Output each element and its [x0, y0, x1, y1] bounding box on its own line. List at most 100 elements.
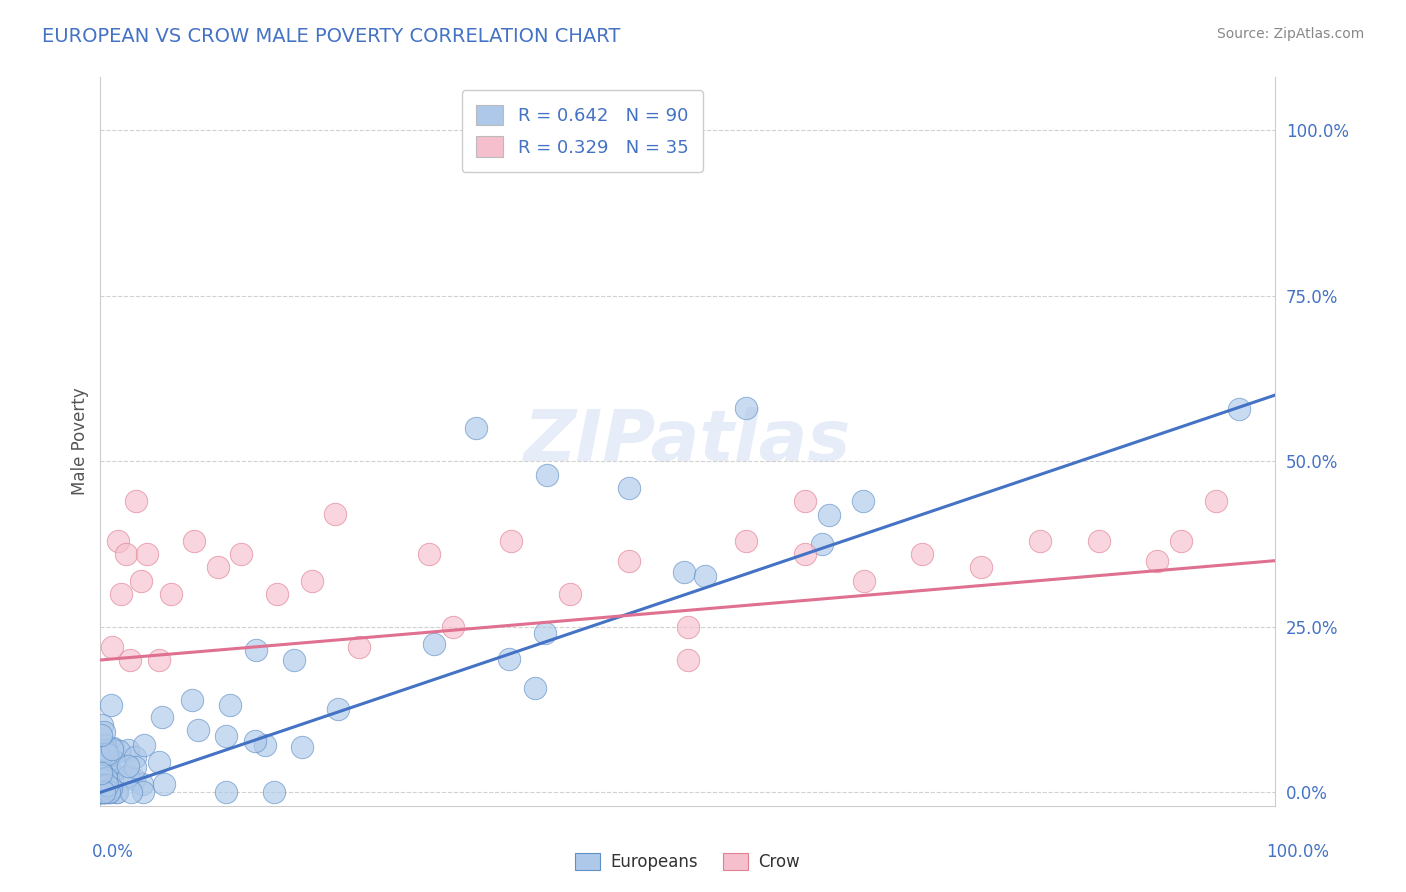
Point [94, 757, 117, 772]
Point [97, 785, 120, 799]
Point [131, 777, 153, 791]
Point [150, 710, 173, 724]
Point [852, 493, 875, 508]
Point [117, 769, 139, 783]
Point [852, 574, 875, 588]
Point [90, 785, 112, 799]
Point [735, 533, 758, 548]
Point [90, 785, 112, 799]
Point [97, 772, 120, 786]
Point [418, 547, 440, 561]
Text: 100.0%: 100.0% [1265, 843, 1329, 861]
Point [1087, 533, 1109, 548]
Point [105, 785, 128, 799]
Point [122, 772, 145, 786]
Point [794, 494, 817, 508]
Point [132, 785, 155, 799]
Point [94, 785, 117, 799]
Point [617, 554, 640, 568]
Point [501, 533, 523, 548]
Point [676, 653, 699, 667]
Point [94, 780, 117, 795]
Point [117, 759, 139, 773]
Point [735, 401, 758, 416]
Point [215, 785, 238, 799]
Point [148, 653, 170, 667]
Point [107, 533, 129, 548]
Point [93, 785, 115, 799]
Point [90, 718, 112, 732]
Point [693, 569, 716, 583]
Point [245, 643, 267, 657]
Point [818, 508, 841, 523]
Point [89, 785, 111, 799]
Point [124, 760, 146, 774]
Point [1170, 533, 1192, 548]
Point [107, 743, 129, 757]
Point [89, 756, 111, 770]
Point [90, 766, 112, 780]
Point [148, 755, 170, 769]
Point [131, 574, 153, 588]
Point [283, 653, 305, 667]
Text: ZIPatlas: ZIPatlas [524, 407, 851, 476]
Point [263, 785, 285, 799]
Point [441, 620, 464, 634]
Point [97, 785, 120, 799]
Point [672, 565, 695, 579]
Point [89, 785, 111, 799]
Point [91, 785, 114, 799]
Point [245, 734, 267, 748]
Point [100, 765, 122, 780]
Point [911, 547, 934, 561]
Point [94, 743, 117, 757]
Point [1205, 494, 1227, 508]
Point [254, 738, 277, 752]
Point [266, 587, 288, 601]
Point [104, 755, 127, 769]
Point [811, 537, 834, 551]
Point [110, 587, 132, 601]
Point [124, 750, 146, 764]
Point [91, 781, 114, 796]
Text: Source: ZipAtlas.com: Source: ZipAtlas.com [1216, 27, 1364, 41]
Text: 0.0%: 0.0% [91, 843, 134, 861]
Point [347, 640, 370, 654]
Point [218, 698, 240, 713]
Point [104, 785, 127, 799]
Point [98, 747, 121, 762]
Point [89, 785, 111, 799]
Point [115, 547, 138, 561]
Legend: R = 0.642   N = 90, R = 0.329   N = 35: R = 0.642 N = 90, R = 0.329 N = 35 [461, 90, 703, 171]
Point [326, 702, 349, 716]
Point [159, 587, 181, 601]
Point [118, 653, 141, 667]
Point [536, 467, 558, 482]
Point [90, 728, 112, 742]
Point [90, 771, 112, 785]
Point [89, 771, 111, 785]
Point [1029, 533, 1052, 548]
Point [558, 587, 581, 601]
Point [117, 743, 139, 757]
Point [152, 777, 174, 791]
Point [96, 778, 118, 792]
Point [94, 771, 117, 785]
Text: EUROPEAN VS CROW MALE POVERTY CORRELATION CHART: EUROPEAN VS CROW MALE POVERTY CORRELATIO… [42, 27, 620, 45]
Point [101, 741, 124, 756]
Point [100, 698, 122, 712]
Point [93, 785, 115, 799]
Point [498, 651, 520, 665]
Point [89, 785, 111, 799]
Point [91, 785, 114, 799]
Point [136, 547, 159, 561]
Point [93, 724, 115, 739]
Point [89, 750, 111, 764]
Point [970, 560, 993, 574]
Point [134, 738, 156, 752]
Point [96, 785, 118, 799]
Point [94, 785, 117, 799]
Point [89, 785, 111, 799]
Point [124, 494, 146, 508]
Point [183, 533, 205, 548]
